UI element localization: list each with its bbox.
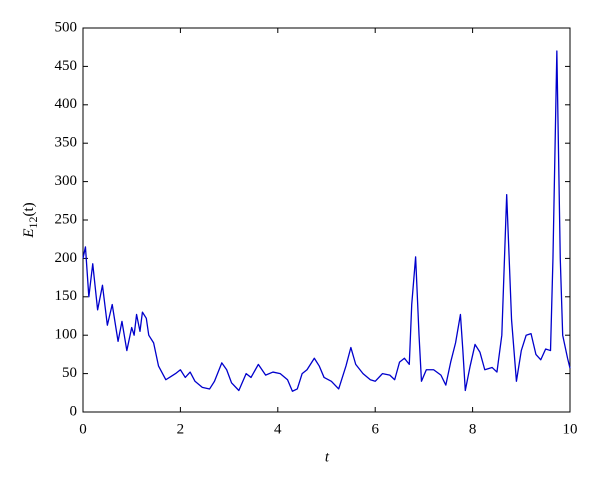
y-tick-label: 400 — [55, 96, 78, 112]
y-tick-label: 450 — [55, 58, 78, 74]
y-tick-label: 500 — [55, 19, 78, 35]
y-label-arg: (t) — [21, 202, 37, 216]
y-tick-label: 350 — [55, 135, 78, 151]
x-tick-label: 0 — [79, 421, 87, 437]
y-tick-label: 200 — [55, 250, 78, 266]
y-label-sub: 12 — [26, 217, 40, 229]
x-tick-label: 6 — [371, 421, 379, 437]
y-axis-label: E12(t) — [21, 202, 39, 238]
y-tick-label: 300 — [55, 173, 78, 189]
x-tick-label: 8 — [469, 421, 477, 437]
data-line — [82, 50, 571, 392]
y-tick-label: 0 — [70, 403, 78, 419]
x-tick-label: 2 — [177, 421, 185, 437]
y-tick-label: 250 — [55, 211, 78, 227]
y-label-base: E — [21, 229, 37, 239]
y-tick-label: 150 — [55, 288, 78, 304]
y-tick-label: 50 — [62, 365, 77, 381]
x-tick-label: 10 — [563, 421, 578, 437]
y-tick-label: 100 — [55, 327, 78, 343]
x-tick-label: 4 — [274, 421, 282, 437]
x-axis-label: t — [325, 449, 330, 465]
